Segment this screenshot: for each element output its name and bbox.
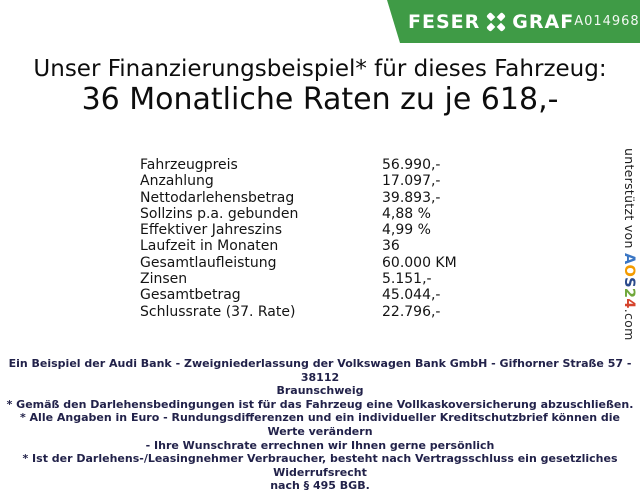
row-value: 39.893,- (382, 189, 441, 206)
disclaimer-line: * Alle Angaben in Euro - Rundungsdiffere… (19, 411, 621, 438)
vehicle-code: A014968 (574, 14, 640, 29)
table-row: Effektiver Jahreszins 4,99 % (140, 222, 540, 238)
aos24-letter: O (621, 264, 637, 278)
row-label: Laufzeit in Monaten (140, 238, 279, 255)
aos24-letter: 4 (621, 298, 637, 309)
row-value: 17.097,- (382, 173, 441, 190)
row-label: Gesamtlaufleistung (140, 254, 277, 271)
financing-table: Fahrzeugpreis 56.990,- Anzahlung 17.097,- Ne… (140, 157, 540, 320)
table-row: Laufzeit in Monaten 36 (140, 238, 540, 254)
footer-disclaimer: Ein Beispiel der Audi Bank - Zweignieder… (0, 357, 640, 493)
table-row: Zinsen 5.151,- (140, 271, 540, 287)
aos24-domain-suffix: .com (622, 308, 637, 341)
aos24-logo: AOS24 (621, 253, 637, 309)
table-row: Sollzins p.a. gebunden 4,88 % (140, 206, 540, 222)
table-row: Anzahlung 17.097,- (140, 173, 540, 189)
row-value: 60.000 KM (382, 254, 457, 271)
row-value: 4,88 % (382, 205, 431, 222)
aos24-letter: A (621, 253, 637, 265)
row-label: Anzahlung (140, 173, 214, 190)
row-label: Gesamtbetrag (140, 287, 241, 304)
row-label: Effektiver Jahreszins (140, 222, 283, 239)
table-row: Gesamtbetrag 45.044,- (140, 287, 540, 303)
row-value: 36 (382, 238, 400, 255)
dealer-logo: FESER GRAF (408, 11, 574, 33)
disclaimer-line: Ein Beispiel der Audi Bank - Zweignieder… (8, 357, 632, 384)
row-label: Schlussrate (37. Rate) (140, 303, 296, 320)
supported-by-prefix: unterstützt von (622, 148, 637, 253)
aos24-letter: 2 (621, 287, 637, 299)
row-label: Nettodarlehensbetrag (140, 189, 295, 206)
row-value: 4,99 % (382, 222, 431, 239)
dealer-logo-left: FESER (408, 10, 481, 33)
monthly-rate-heading: 36 Monatliche Raten zu je 618,- (81, 82, 559, 117)
row-value: 22.796,- (382, 303, 441, 320)
dealer-logo-right: GRAF (512, 10, 575, 33)
supported-by-vertical-text: unterstützt von AOS24.com (621, 148, 637, 341)
table-row: Gesamtlaufleistung 60.000 KM (140, 255, 540, 271)
row-value: 56.990,- (382, 157, 441, 173)
row-label: Sollzins p.a. gebunden (140, 205, 299, 222)
disclaimer-line: nach § 495 BGB. (270, 479, 370, 493)
aos24-letter: S (621, 277, 637, 288)
clover-x-icon (486, 11, 507, 32)
disclaimer-line: * Gemäß den Darlehensbedingungen ist für… (6, 397, 634, 411)
disclaimer-line: Braunschweig (276, 384, 364, 398)
table-row: Fahrzeugpreis 56.990,- (140, 157, 540, 173)
title-block: Unser Finanzierungsbeispiel* für dieses … (0, 56, 640, 117)
row-value: 5.151,- (382, 271, 432, 288)
table-row: Schlussrate (37. Rate) 22.796,- (140, 304, 540, 320)
row-label: Fahrzeugpreis (140, 157, 238, 173)
header-bar: FESER GRAF A014968 (387, 0, 640, 43)
disclaimer-line: - Ihre Wunschrate errechnen wir Ihnen ge… (145, 438, 495, 452)
row-value: 45.044,- (382, 287, 441, 304)
row-label: Zinsen (140, 271, 188, 288)
disclaimer-line: * Ist der Darlehens-/Leasingnehmer Verbr… (22, 452, 618, 479)
table-row: Nettodarlehensbetrag 39.893,- (140, 190, 540, 206)
financing-example-heading: Unser Finanzierungsbeispiel* für dieses … (33, 56, 607, 82)
